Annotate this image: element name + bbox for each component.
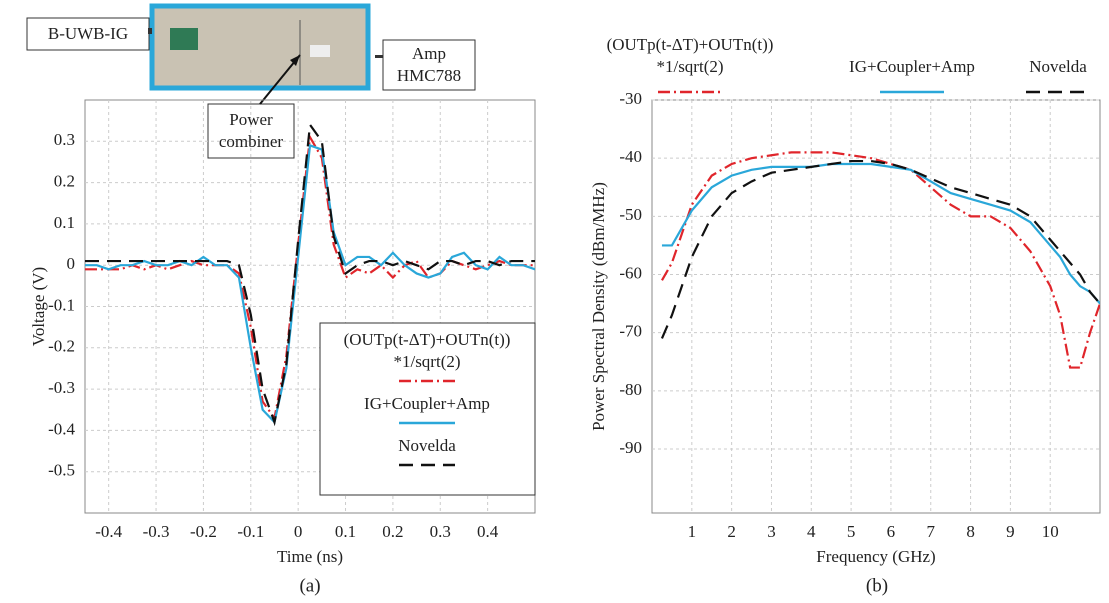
annotation: Amp HMC788 [396, 44, 462, 85]
x-tick-label: -0.4 [95, 522, 122, 541]
x-tick-label: 1 [688, 522, 697, 541]
x-tick-label: 0.3 [430, 522, 451, 541]
y-tick-label: -70 [619, 322, 642, 341]
x-tick-label: 0 [294, 522, 303, 541]
x-tick-label: 7 [927, 522, 936, 541]
x-tick-label: 0.2 [382, 522, 403, 541]
y-tick-label: -0.3 [48, 378, 75, 397]
y-tick-label: -50 [619, 205, 642, 224]
x-tick-label: 8 [966, 522, 975, 541]
data-line [85, 121, 535, 427]
legend-label: (OUTp(t-ΔT)+OUTn(t)) *1/sqrt(2) [343, 330, 511, 371]
y-tick-label: -0.2 [48, 337, 75, 356]
x-tick-label: -0.1 [237, 522, 264, 541]
x-tick-label: 9 [1006, 522, 1015, 541]
x-tick-label: -0.3 [143, 522, 170, 541]
data-line [661, 162, 1100, 305]
caption: (b) [866, 575, 888, 596]
y-tick-label: -80 [619, 380, 642, 399]
y-tick-label: 0.3 [54, 130, 75, 149]
x-tick-label: 3 [767, 522, 776, 541]
x-tick-label: 2 [727, 522, 736, 541]
legend-label: Novelda [1029, 57, 1087, 76]
y-tick-label: -60 [619, 263, 642, 282]
x-axis-label: Frequency (GHz) [816, 547, 935, 566]
annotation: Power combiner [218, 110, 284, 151]
data-line [661, 151, 1100, 369]
connector [375, 55, 383, 58]
data-line [660, 159, 1100, 339]
connector [148, 28, 152, 34]
y-tick-label: -90 [619, 438, 642, 457]
x-axis-label: Time (ns) [277, 547, 343, 566]
y-tick-label: 0.1 [54, 213, 75, 232]
annotation: B-UWB-IG [47, 24, 129, 43]
y-tick-label: 0 [67, 254, 76, 273]
legend-label: IG+Coupler+Amp [364, 394, 490, 413]
photo-part [310, 45, 330, 57]
y-axis-label: Voltage (V) [29, 267, 48, 346]
x-tick-label: 0.1 [335, 522, 356, 541]
y-tick-label: -0.5 [48, 461, 75, 480]
x-tick-label: 10 [1042, 522, 1059, 541]
y-tick-label: 0.2 [54, 172, 75, 191]
legend-box [319, 322, 536, 496]
arrow-head [290, 55, 300, 66]
y-tick-label: -30 [619, 89, 642, 108]
label-box [26, 17, 150, 51]
x-tick-label: 5 [847, 522, 856, 541]
legend-label: Novelda [398, 436, 456, 455]
legend-label: IG+Coupler+Amp [849, 57, 975, 76]
x-tick-label: 6 [887, 522, 896, 541]
data-line [85, 143, 535, 425]
data-line [85, 133, 535, 421]
y-axis-label: Power Spectral Density (dBm/MHz) [589, 182, 608, 431]
caption: (a) [299, 575, 320, 596]
y-tick-label: -0.1 [48, 295, 75, 314]
x-tick-label: 4 [807, 522, 816, 541]
label-box [382, 39, 476, 91]
y-tick-label: -0.4 [48, 419, 75, 438]
x-tick-label: -0.2 [190, 522, 217, 541]
photo-board [170, 28, 198, 50]
legend-label: (OUTp(t-ΔT)+OUTn(t)) *1/sqrt(2) [606, 35, 774, 76]
x-tick-label: 0.4 [477, 522, 499, 541]
y-tick-label: -40 [619, 147, 642, 166]
